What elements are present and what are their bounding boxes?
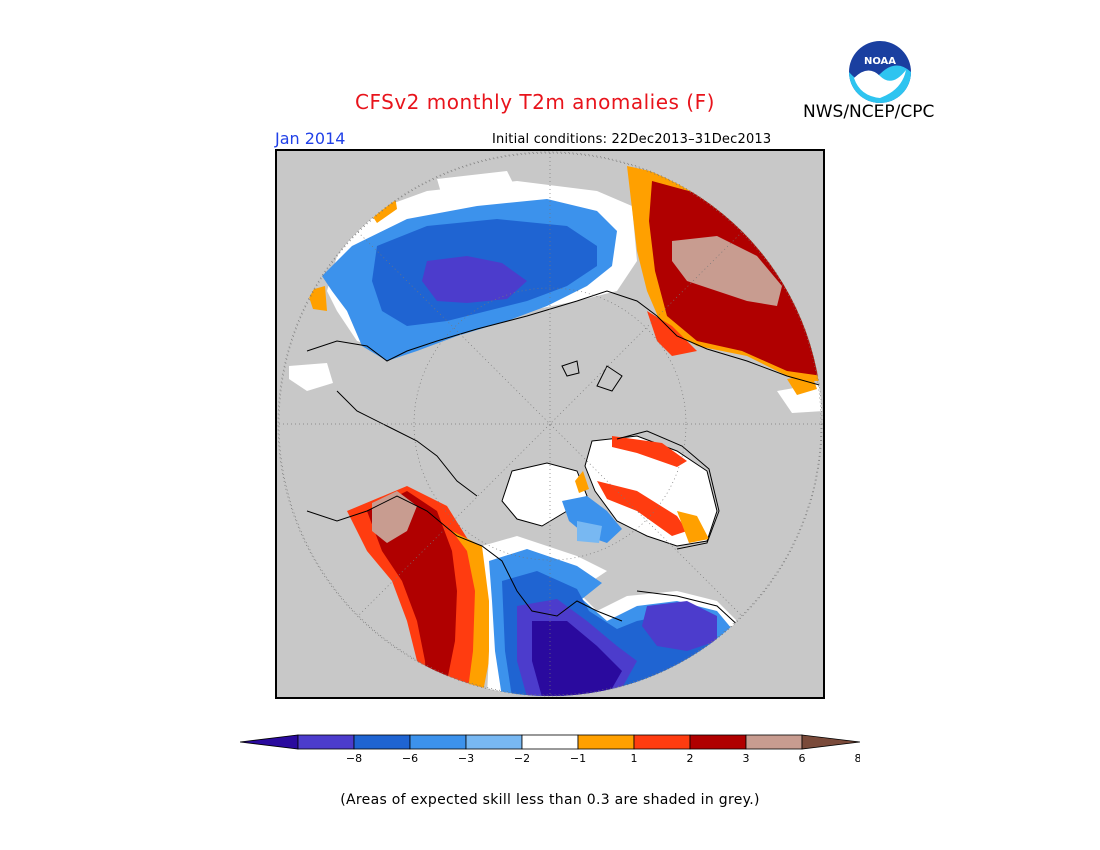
- polar-map: [277, 151, 823, 697]
- legend-swatch: [465, 734, 523, 750]
- legend-tick-label: 8: [855, 752, 861, 765]
- legend-tick-label: −1: [570, 752, 586, 765]
- initial-conditions: Initial conditions: 22Dec2013–31Dec2013: [492, 132, 772, 147]
- greenland-anomaly-region: [584, 435, 718, 547]
- legend-swatch: [689, 734, 747, 750]
- alaska-warm-anomaly-region: [347, 486, 492, 696]
- map-frame: [275, 149, 825, 699]
- legend-swatch: [745, 734, 803, 750]
- legend-swatch: [801, 734, 860, 750]
- legend-tick-label: 6: [799, 752, 806, 765]
- noaa-logo: NOAA: [849, 41, 911, 103]
- legend-swatch: [521, 734, 579, 750]
- legend-tick-label: −2: [514, 752, 530, 765]
- coastlines: [306, 290, 822, 630]
- legend-tick-label: 1: [631, 752, 638, 765]
- legend-tick-label: −6: [402, 752, 418, 765]
- legend-tick-label: 2: [687, 752, 694, 765]
- color-legend: −8 −6 −3 −2 −1 1 2 3 6 8: [240, 734, 861, 765]
- arctic-islands: [501, 462, 622, 543]
- forecast-month: Jan 2014: [275, 129, 346, 148]
- eurasia-anomaly-region: [289, 171, 637, 391]
- map-title: CFSv2 monthly T2m anomalies (F): [355, 90, 715, 114]
- legend-swatch: [297, 734, 355, 750]
- legend-tick-label: −8: [346, 752, 362, 765]
- legend-swatch: [577, 734, 635, 750]
- legend-swatch: [353, 734, 411, 750]
- legend-swatch: [633, 734, 691, 750]
- legend-swatch: [409, 734, 467, 750]
- legend-swatch: [240, 734, 299, 750]
- skill-note: (Areas of expected skill less than 0.3 a…: [340, 792, 760, 808]
- europe-warm-anomaly-region: [627, 166, 822, 413]
- logo-text: NOAA: [864, 56, 896, 67]
- agency-label: NWS/NCEP/CPC: [803, 102, 935, 122]
- legend-tick-label: −3: [458, 752, 474, 765]
- graticule: [278, 152, 822, 696]
- legend-tick-label: 3: [743, 752, 750, 765]
